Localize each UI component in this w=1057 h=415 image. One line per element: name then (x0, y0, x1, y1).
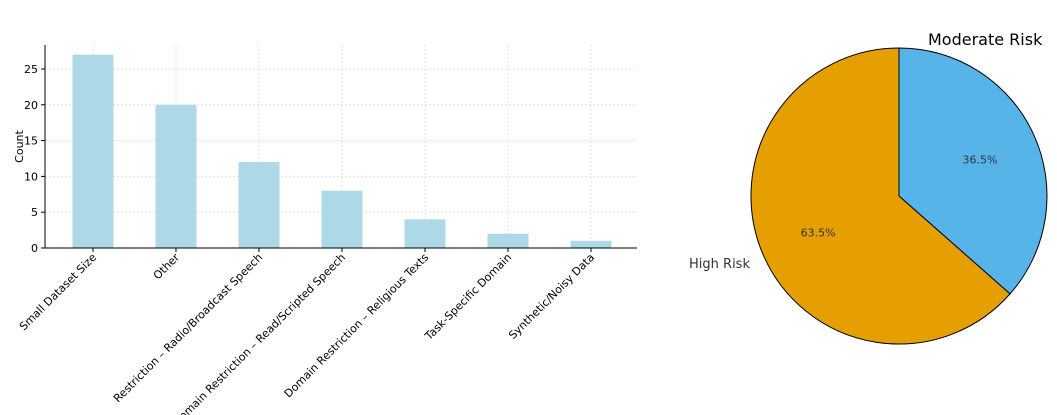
x-tick-label: Synthetic/Noisy Data (506, 251, 597, 342)
pie-slice (750, 47, 1011, 345)
x-tick-label: Domain Restriction – Read/Scripted Speec… (170, 251, 348, 415)
pie-category-label: High Risk (689, 257, 750, 272)
pie-percent-label: 36.5% (962, 153, 997, 166)
bar (487, 233, 529, 248)
bar (321, 190, 363, 248)
y-tick-label: 0 (31, 242, 38, 255)
bar (238, 162, 280, 248)
pie-category-label: Moderate Risk (928, 30, 1043, 49)
bar (404, 219, 446, 248)
x-tick-label: Other (151, 251, 183, 283)
bar (72, 54, 114, 248)
pie-chart: 36.5% 63.5% Moderate Risk High Risk (689, 30, 1048, 345)
x-tick-label: Task-Specific Domain (422, 251, 514, 343)
y-tick-label: 10 (24, 170, 38, 183)
y-tick-label: 15 (24, 135, 38, 148)
bar-chart: 0 5 10 15 20 25 Count Small Dataset Size OtherRe… (13, 45, 637, 415)
x-tick-label: Restriction – Radio/Broadcast Speech (111, 251, 265, 405)
x-tick-label: Domain Restriction – Religious Texts (282, 251, 432, 401)
pie-slice (898, 47, 1048, 295)
y-tick-label: 25 (24, 63, 38, 76)
bar (155, 104, 197, 248)
bar (570, 240, 612, 248)
y-axis-label: Count (13, 129, 26, 162)
y-tick-label: 20 (24, 99, 38, 112)
pie-percent-label: 63.5% (801, 227, 836, 240)
y-tick-label: 5 (31, 206, 38, 219)
x-tick-label: Small Dataset Size (17, 251, 99, 333)
